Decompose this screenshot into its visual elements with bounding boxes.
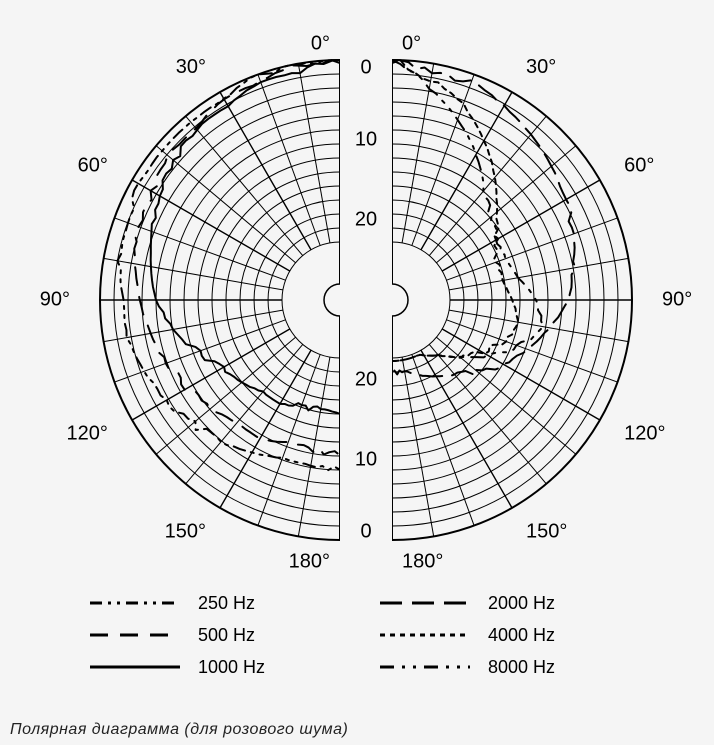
legend: 250 Hz 2000 Hz 500 Hz 4000 Hz 1000 Hz 8000 Hz xyxy=(90,592,630,678)
svg-text:60°: 60° xyxy=(78,154,108,176)
legend-swatch xyxy=(380,624,470,646)
legend-swatch xyxy=(380,656,470,678)
svg-text:180°: 180° xyxy=(289,550,330,572)
svg-text:90°: 90° xyxy=(662,288,692,310)
legend-label: 4000 Hz xyxy=(488,625,555,646)
caption: Полярная диаграмма (для розового шума) xyxy=(10,721,348,739)
polar-chart: 0° 30° 60° 90° 120° 150° 180° 0° 30° 60° 90° 120° 15… xyxy=(0,0,714,590)
svg-text:90°: 90° xyxy=(40,288,70,310)
svg-text:30°: 30° xyxy=(526,56,556,78)
svg-text:60°: 60° xyxy=(624,154,654,176)
svg-text:120°: 120° xyxy=(67,422,108,444)
svg-text:150°: 150° xyxy=(165,520,206,542)
svg-text:10: 10 xyxy=(355,448,377,470)
legend-swatch xyxy=(380,592,470,614)
legend-item: 8000 Hz xyxy=(380,656,630,678)
legend-item: 250 Hz xyxy=(90,592,340,614)
legend-label: 2000 Hz xyxy=(488,593,555,614)
legend-label: 250 Hz xyxy=(198,593,255,614)
legend-item: 4000 Hz xyxy=(380,624,630,646)
svg-text:10: 10 xyxy=(355,128,377,150)
legend-swatch xyxy=(90,624,180,646)
svg-text:150°: 150° xyxy=(526,520,567,542)
svg-text:0: 0 xyxy=(360,520,371,542)
legend-label: 8000 Hz xyxy=(488,657,555,678)
svg-text:0: 0 xyxy=(360,56,371,78)
svg-text:20: 20 xyxy=(355,208,377,230)
legend-label: 1000 Hz xyxy=(198,657,265,678)
legend-swatch xyxy=(90,592,180,614)
polar-diagram-figure: { "caption": "Полярная диаграмма (для ро… xyxy=(0,0,714,745)
svg-text:0°: 0° xyxy=(311,32,330,54)
legend-swatch xyxy=(90,656,180,678)
svg-text:20: 20 xyxy=(355,368,377,390)
svg-text:180°: 180° xyxy=(402,550,443,572)
legend-item: 2000 Hz xyxy=(380,592,630,614)
svg-text:30°: 30° xyxy=(176,56,206,78)
legend-item: 1000 Hz xyxy=(90,656,340,678)
svg-text:0°: 0° xyxy=(402,32,421,54)
legend-label: 500 Hz xyxy=(198,625,255,646)
legend-item: 500 Hz xyxy=(90,624,340,646)
svg-text:120°: 120° xyxy=(624,422,665,444)
